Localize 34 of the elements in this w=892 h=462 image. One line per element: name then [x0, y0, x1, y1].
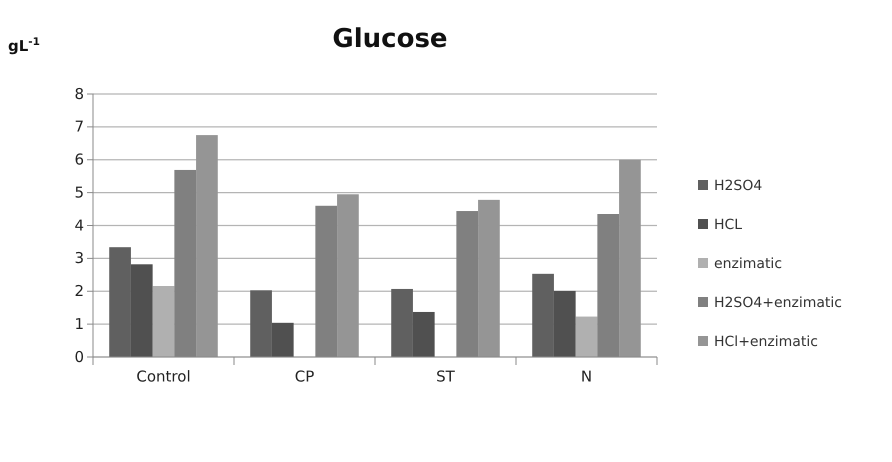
y-tick-label: 0: [74, 348, 84, 366]
chart-title: Glucose: [332, 24, 448, 54]
x-tick-label: CP: [294, 368, 314, 386]
bar: [532, 274, 554, 357]
bar: [250, 290, 272, 357]
bar: [272, 322, 294, 357]
bar: [152, 286, 174, 357]
legend-label: HCL: [714, 217, 742, 233]
bar: [576, 316, 598, 357]
y-tick-label: 6: [74, 150, 84, 169]
legend-label: HCl+enzimatic: [714, 334, 818, 350]
bar: [391, 288, 413, 357]
bar: [478, 200, 500, 357]
y-tick-label: 3: [74, 249, 84, 268]
bar: [109, 247, 131, 357]
x-tick-label: N: [580, 368, 592, 386]
legend-label: H2SO4: [714, 178, 762, 194]
bar: [130, 264, 153, 357]
y-axis-title: gL$^{-1}$: [8, 36, 40, 55]
y-tick-label: 4: [74, 216, 84, 234]
y-tick-label: 8: [74, 84, 84, 103]
bar: [554, 290, 576, 357]
y-tick-label: 5: [74, 183, 84, 202]
y-tick-label: 7: [74, 118, 84, 136]
legend-label: enzimatic: [714, 256, 782, 272]
bar: [337, 194, 359, 357]
y-tick-label: 1: [74, 314, 84, 333]
x-tick-label: Control: [136, 368, 191, 386]
y-tick-label: 2: [74, 282, 84, 300]
x-tick-label: ST: [436, 368, 456, 386]
bar: [619, 160, 641, 357]
bar: [412, 312, 435, 357]
bar: [196, 135, 218, 357]
legend-label: H2SO4+enzimatic: [714, 295, 842, 311]
